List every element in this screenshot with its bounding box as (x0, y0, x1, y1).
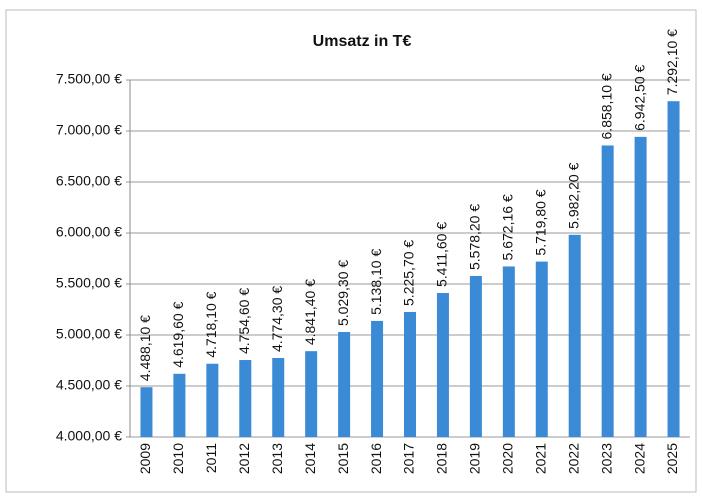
x-tick-label: 2022 (565, 443, 581, 474)
bar (272, 358, 285, 437)
x-tick-label: 2023 (598, 443, 614, 474)
y-tick-label: 5.500,00 € (56, 275, 122, 291)
value-label: 7.292,10 € (664, 29, 680, 95)
bar (469, 276, 482, 437)
y-tick-label: 6.500,00 € (56, 173, 122, 189)
bar (535, 261, 548, 437)
bar (634, 136, 647, 438)
value-label: 5.982,20 € (565, 162, 581, 228)
bar (239, 360, 252, 437)
value-label: 4.619,60 € (170, 301, 186, 367)
bar (404, 311, 416, 437)
chart-title: Umsatz in T€ (313, 33, 412, 50)
x-tick-label: 2024 (631, 443, 647, 474)
x-tick-label: 2016 (368, 443, 384, 474)
y-tick-label: 7.500,00 € (56, 71, 122, 87)
bar (206, 363, 219, 437)
x-tick-label: 2019 (467, 443, 483, 474)
bar (305, 351, 318, 437)
value-label: 4.488,10 € (137, 315, 153, 381)
chart-frame (5, 9, 697, 493)
x-tick-label: 2020 (500, 443, 516, 474)
value-label: 4.718,10 € (203, 291, 219, 357)
x-tick-label: 2015 (335, 443, 351, 474)
x-tick-label: 2025 (664, 443, 680, 474)
value-label: 6.858,10 € (598, 73, 614, 139)
value-label: 4.774,30 € (269, 286, 285, 352)
value-label: 5.672,16 € (500, 194, 516, 260)
x-tick-label: 2013 (269, 443, 285, 474)
value-label: 5.719,80 € (532, 189, 548, 255)
y-tick-label: 4.500,00 € (56, 377, 122, 393)
x-tick-label: 2011 (203, 443, 219, 473)
value-label: 4.841,40 € (302, 279, 318, 345)
bar (436, 293, 449, 437)
value-label: 5.138,10 € (368, 249, 384, 315)
bar (173, 373, 186, 437)
bar (371, 320, 384, 437)
bar (601, 145, 614, 437)
bar (140, 387, 153, 437)
value-label: 5.225,70 € (401, 240, 417, 306)
value-label: 5.411,60 € (434, 222, 450, 287)
bar (667, 101, 680, 437)
value-label: 5.029,30 € (335, 260, 351, 326)
value-label: 4.754,60 € (236, 288, 252, 354)
value-label: 5.578,20 € (467, 204, 483, 270)
x-tick-label: 2012 (236, 443, 252, 474)
x-tick-label: 2018 (434, 443, 450, 474)
value-label: 6.942,50 € (631, 64, 647, 130)
bar (502, 266, 515, 437)
bar (338, 332, 351, 437)
x-tick-label: 2009 (137, 443, 153, 474)
y-tick-label: 6.000,00 € (56, 224, 122, 240)
x-tick-label: 2017 (401, 443, 417, 474)
y-tick-label: 5.000,00 € (56, 326, 122, 342)
x-tick-label: 2021 (532, 443, 548, 474)
y-tick-label: 7.000,00 € (56, 122, 122, 138)
y-tick-label: 4.000,00 € (56, 428, 122, 444)
x-tick-label: 2010 (170, 443, 186, 474)
x-tick-label: 2014 (302, 443, 318, 474)
bar (568, 234, 581, 437)
